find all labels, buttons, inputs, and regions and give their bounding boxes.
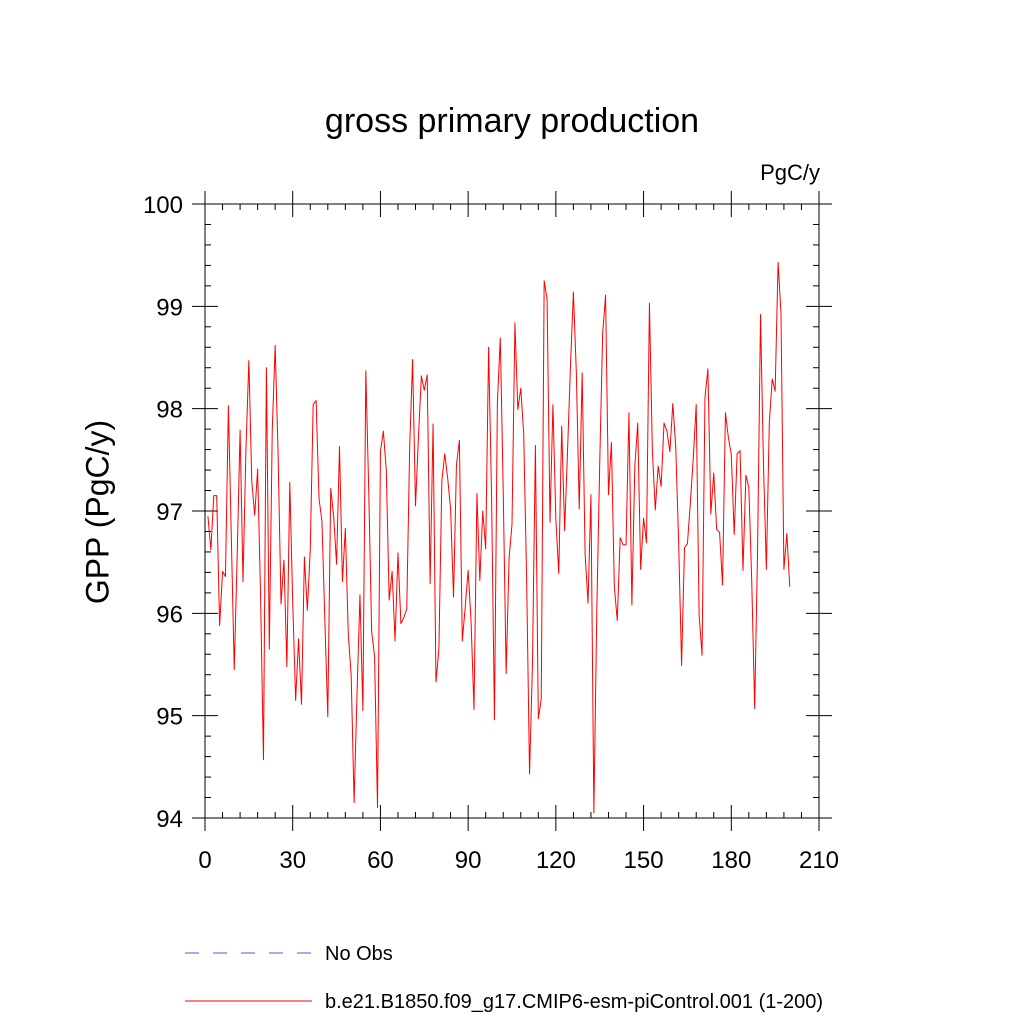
plot-frame — [204, 203, 820, 819]
legend-label-model: b.e21.B1850.f09_g17.CMIP6-esm-piControl.… — [325, 991, 823, 1013]
x-tick-label: 120 — [536, 847, 576, 874]
x-tick-label: 210 — [799, 847, 839, 874]
x-tick-label: 0 — [198, 847, 211, 874]
series-line-model — [207, 261, 791, 814]
y-axis-label: GPP (PgC/y) — [79, 420, 115, 604]
x-tick-label: 90 — [455, 847, 482, 874]
y-tick-label: 96 — [156, 601, 183, 628]
y-tick-label: 94 — [156, 806, 183, 833]
units-label: PgC/y — [760, 160, 820, 185]
y-tick-label: 100 — [143, 192, 183, 219]
x-tick-label: 150 — [624, 847, 664, 874]
chart-title: gross primary production — [325, 102, 699, 140]
x-tick-label: 60 — [367, 847, 394, 874]
y-tick-label: 99 — [156, 294, 183, 321]
legend-label-no-obs: No Obs — [325, 943, 393, 965]
y-tick-label: 98 — [156, 397, 183, 424]
series-layer — [207, 261, 791, 814]
x-tick-label: 30 — [279, 847, 306, 874]
y-tick-label: 95 — [156, 704, 183, 731]
legend: No Obs b.e21.B1850.f09_g17.CMIP6-esm-piC… — [185, 943, 823, 1013]
x-tick-label: 180 — [711, 847, 751, 874]
axis-tick-labels: 0 30 60 90 120 150 180 210 94 95 96 97 98 99 100 — [143, 192, 839, 874]
y-tick-label: 97 — [156, 499, 183, 526]
